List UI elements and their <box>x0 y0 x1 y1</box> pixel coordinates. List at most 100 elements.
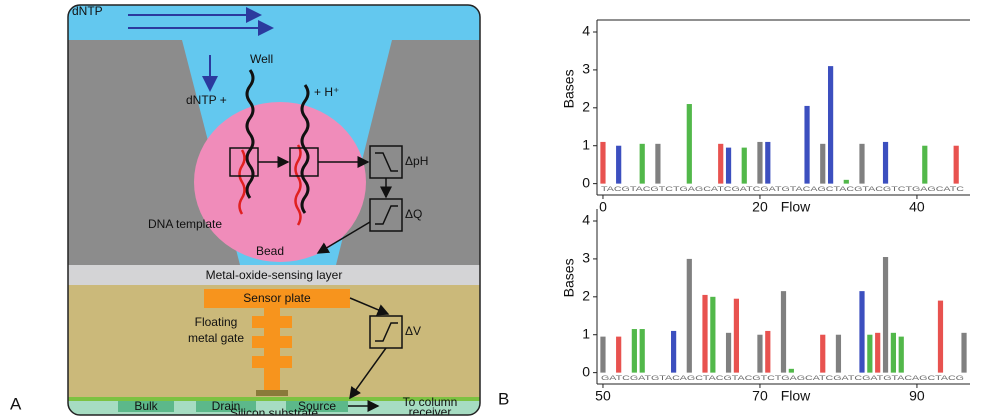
source-box <box>286 401 348 412</box>
x-tick-label: 40 <box>909 199 925 215</box>
y-axis-label: Bases <box>561 258 577 297</box>
y-tick-label: 2 <box>582 99 590 115</box>
panel-label: A <box>10 394 22 413</box>
bar <box>859 291 865 373</box>
label: Sensor plate <box>243 291 311 305</box>
y-tick-label: 4 <box>582 23 590 39</box>
bar <box>616 145 622 184</box>
bar <box>875 332 881 373</box>
x-tick-label: 0 <box>599 199 607 215</box>
bar <box>757 141 763 184</box>
arrow <box>349 347 387 400</box>
x-axis-label: Flow <box>781 388 811 404</box>
bar <box>710 296 716 373</box>
y-tick-label: 3 <box>582 250 590 266</box>
label: Drain <box>212 399 241 413</box>
arrow <box>349 297 390 316</box>
bar <box>843 179 849 184</box>
sensor-plate <box>204 289 350 308</box>
bar <box>725 332 732 373</box>
x-tick-label: 20 <box>752 199 768 215</box>
label: Metal-oxide-sensing layer <box>206 268 343 282</box>
well-wall <box>336 40 480 265</box>
label: metal gate <box>188 331 244 345</box>
label: Silicon substrate <box>230 406 318 418</box>
drain-box <box>196 401 256 412</box>
q-box <box>369 198 403 232</box>
bead <box>194 102 366 262</box>
bar <box>827 66 834 184</box>
bar <box>765 141 771 184</box>
bar <box>616 336 622 373</box>
label: + H⁺ <box>314 85 339 99</box>
arrow <box>316 221 371 254</box>
step-icon <box>375 205 398 225</box>
bar <box>953 145 959 184</box>
y-tick-label: 2 <box>582 288 590 304</box>
bar <box>741 147 747 184</box>
x-axis-label: Flow <box>781 199 811 215</box>
bar <box>600 141 606 184</box>
bar <box>867 334 873 373</box>
bar <box>835 334 842 373</box>
y-tick-label: 1 <box>582 325 590 341</box>
bar <box>859 143 865 184</box>
bar <box>757 334 763 373</box>
boundary <box>68 397 480 401</box>
step-icon <box>375 322 398 342</box>
label: Floating <box>195 315 238 329</box>
label: dNTP + <box>186 93 227 107</box>
bar <box>898 336 904 373</box>
gate-contact <box>256 390 288 396</box>
x-tick-label: 50 <box>595 388 611 404</box>
x-tick-label: 90 <box>909 388 925 404</box>
label: Well <box>250 52 273 66</box>
bar <box>686 104 692 184</box>
bar <box>702 294 708 373</box>
bar <box>922 145 928 184</box>
dna-strand <box>294 144 302 226</box>
bar <box>765 330 771 373</box>
bar <box>890 332 896 373</box>
label: Source <box>298 399 336 413</box>
x-tick-label: 70 <box>752 388 768 404</box>
bar <box>733 298 740 373</box>
bulk-box <box>118 401 174 412</box>
bar <box>600 336 606 373</box>
y-tick-label: 0 <box>582 363 590 379</box>
step-icon <box>375 152 398 172</box>
label: ΔpH <box>405 154 428 168</box>
label: dNTP <box>72 4 103 18</box>
dna-strand <box>245 69 255 199</box>
bar <box>718 143 724 184</box>
gate-layer <box>252 336 292 348</box>
diagram: dNTP Well dNTP + + H⁺ ΔpH ΔQ DNA templat… <box>68 4 480 418</box>
label: ΔV <box>405 324 421 338</box>
gate-stem <box>264 308 280 394</box>
dna-strand <box>300 84 310 214</box>
y-tick-label: 4 <box>582 212 590 228</box>
label: receiver <box>409 405 452 418</box>
bar <box>937 300 944 373</box>
well-wall <box>68 40 240 265</box>
bar <box>804 105 810 184</box>
diagram-frame <box>67 4 481 416</box>
bar <box>655 143 661 184</box>
bar <box>725 147 732 184</box>
bar <box>780 291 787 373</box>
sequence: GATCGATGTACAGCTACGTACGTCTGAGCATCGATCGATG… <box>601 376 965 382</box>
y-tick-label: 3 <box>582 61 590 77</box>
gate-layer <box>252 316 292 328</box>
label: To column <box>403 395 458 409</box>
bar <box>788 368 794 373</box>
bar <box>686 258 692 373</box>
bar <box>631 329 637 373</box>
dna-strand <box>238 149 246 215</box>
y-tick-label: 0 <box>582 174 590 190</box>
sensing-layer <box>68 265 480 285</box>
label: ΔQ <box>405 207 422 221</box>
bar <box>820 334 826 373</box>
bar <box>882 141 889 184</box>
panel-label: B <box>498 389 509 408</box>
